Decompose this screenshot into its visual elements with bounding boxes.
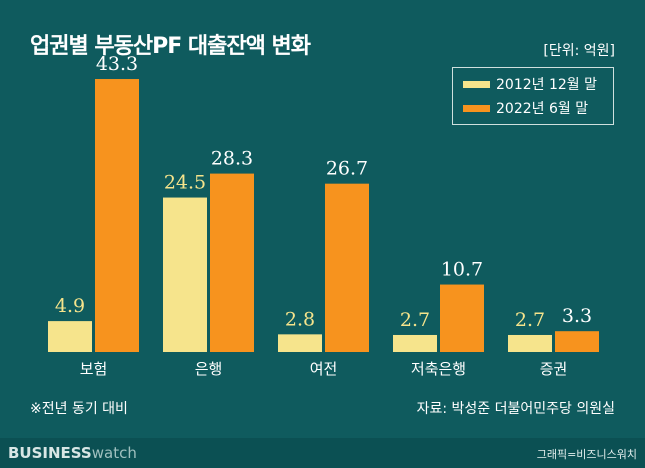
unit-label: [단위: 억원] [543, 43, 615, 59]
legend-item-2012: 2012년 12월 말 [463, 72, 613, 96]
graphic-credit: 그래픽=비즈니스워치 [536, 448, 637, 461]
bar-2022 [210, 173, 254, 352]
legend-label: 2012년 12월 말 [496, 77, 597, 93]
bar-2012 [163, 197, 207, 352]
bar-2022 [325, 183, 369, 352]
category-label: 저축은행 [411, 360, 466, 378]
data-label: 10.7 [441, 259, 483, 281]
legend-swatch [463, 80, 490, 88]
source: 자료: 박성준 더불어민주당 의원실 [416, 401, 615, 417]
data-label: 2.7 [400, 309, 430, 331]
data-label: 43.3 [96, 53, 138, 75]
data-label: 3.3 [562, 305, 592, 327]
bar-2012 [393, 334, 437, 352]
category-label: 보험 [80, 360, 108, 378]
data-label: 26.7 [326, 158, 368, 180]
bar-2012 [48, 321, 92, 352]
data-label: 28.3 [211, 148, 253, 170]
legend: 2012년 12월 말 2022년 6월 말 [452, 67, 614, 125]
legend-label: 2022년 6월 말 [496, 101, 589, 117]
bar-chart: 4.9 43.3 보험 24.528.3 은행 2.8 26.7 여전 2.7 10.7 저축은행 2… [48, 53, 599, 378]
data-label: 24.5 [164, 172, 206, 194]
legend-swatch [463, 104, 490, 112]
chart-title: 업권별 부동산PF 대출잔액 변화 [30, 34, 311, 59]
bar-2012 [508, 334, 552, 352]
bar-2022 [555, 331, 599, 352]
bar-2022 [440, 284, 484, 352]
footnote: ※전년 동기 대비 [30, 401, 128, 417]
footer: BUSINESSwatch 그래픽=비즈니스워치 [0, 438, 645, 468]
category-label: 증권 [540, 360, 568, 378]
data-label: 2.7 [515, 309, 545, 331]
bar-2022 [95, 79, 139, 353]
category-label: 은행 [195, 360, 223, 378]
businesswatch-logo: BUSINESSwatch [8, 444, 137, 462]
data-label: 4.9 [55, 295, 85, 317]
bar-2012 [278, 334, 322, 352]
data-label: 2.8 [285, 308, 315, 330]
category-label: 여전 [310, 360, 338, 378]
legend-item-2022: 2022년 6월 말 [463, 96, 613, 120]
